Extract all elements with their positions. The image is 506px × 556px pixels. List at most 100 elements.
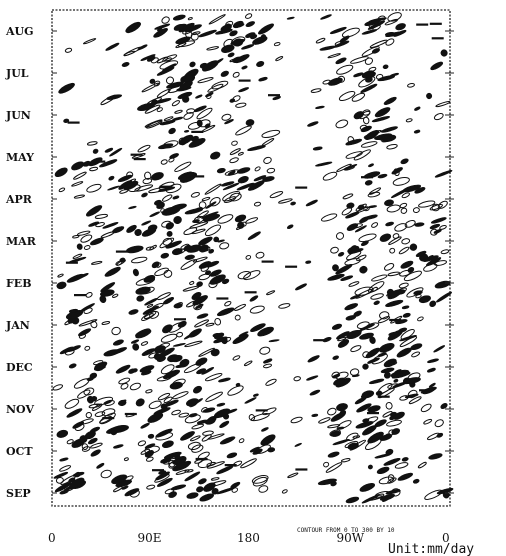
contour-mark	[315, 161, 333, 167]
contour-mark	[219, 242, 230, 250]
contour-mark	[107, 185, 120, 191]
contour-mark	[141, 220, 152, 226]
contour-mark	[128, 309, 139, 315]
contour-mark	[363, 134, 376, 140]
contour-mark	[217, 239, 225, 243]
contour-mark	[162, 458, 177, 465]
contour-mark	[205, 260, 220, 268]
contour-mark	[374, 419, 387, 428]
contour-mark	[234, 214, 247, 223]
contour-mark	[198, 273, 211, 281]
contour-mark	[374, 453, 391, 459]
contour-mark	[293, 376, 301, 382]
contour-mark	[286, 224, 294, 230]
contour-mark	[346, 329, 362, 340]
contour-mark	[218, 377, 231, 383]
contour-mark	[235, 382, 241, 387]
contour-mark	[129, 382, 141, 391]
contour-mark	[388, 236, 402, 245]
contour-mark	[183, 111, 194, 120]
x-axis-tick-labels: 0 90E 180 90W	[48, 531, 365, 545]
contour-mark	[121, 62, 130, 67]
contour-mark	[111, 326, 121, 336]
contour-mark	[245, 32, 256, 38]
contour-mark	[182, 285, 200, 292]
contour-mark	[192, 256, 208, 263]
contour-mark	[100, 469, 112, 479]
contour-mark	[353, 310, 362, 317]
contour-mark	[71, 181, 84, 187]
contour-mark	[174, 109, 183, 114]
contour-mark	[64, 47, 73, 53]
contour-mark	[108, 175, 115, 181]
contour-mark	[244, 397, 257, 404]
contour-mark	[151, 172, 164, 181]
contour-mark	[236, 167, 251, 174]
contour-mark	[359, 332, 374, 340]
contour-mark	[101, 408, 116, 417]
contour-mark	[386, 143, 398, 150]
contour-mark	[386, 419, 402, 427]
contour-mark	[337, 339, 350, 348]
contour-mark	[216, 307, 235, 317]
contour-mark	[149, 211, 161, 218]
contour-mark	[307, 121, 319, 127]
contour-mark	[196, 281, 203, 287]
contour-mark	[360, 141, 378, 148]
y-axis-left-ticks	[52, 30, 57, 494]
contour-level-tag	[65, 261, 78, 264]
contour-mark	[248, 414, 256, 421]
contour-mark	[102, 222, 119, 229]
contour-mark	[384, 199, 394, 207]
contour-mark	[429, 203, 443, 211]
contour-mark	[192, 385, 203, 394]
contour-mark	[146, 484, 156, 490]
contour-mark	[428, 382, 436, 388]
contour-mark	[345, 138, 362, 146]
contour-mark	[172, 248, 183, 256]
contour-mark	[266, 167, 276, 174]
contour-mark	[162, 440, 174, 449]
contour-level-tag	[313, 339, 326, 342]
contour-mark	[359, 265, 368, 274]
contour-mark	[90, 396, 98, 402]
x-tick-label: 90W	[337, 531, 365, 545]
contour-mark	[263, 156, 272, 164]
contour-mark	[156, 107, 163, 112]
contour-mark	[189, 281, 195, 285]
contour-mark	[78, 319, 98, 327]
contour-mark	[433, 113, 444, 121]
contour-mark	[113, 486, 123, 493]
contour-mark	[187, 17, 193, 21]
contour-mark	[345, 151, 363, 159]
contour-mark	[214, 317, 222, 326]
contour-mark	[160, 208, 166, 214]
contour-mark	[335, 57, 347, 65]
contour-mark	[387, 477, 397, 484]
contour-mark	[403, 270, 422, 282]
contour-mark	[401, 238, 411, 245]
contour-mark	[165, 57, 172, 62]
contour-mark	[89, 166, 99, 172]
contour-mark	[348, 281, 360, 287]
contour-mark	[208, 248, 215, 254]
contour-mark	[163, 451, 182, 460]
contour-mark	[429, 300, 437, 307]
contour-mark	[68, 363, 77, 369]
x-tick-label: 90E	[138, 531, 162, 545]
contour-mark	[353, 72, 364, 78]
contour-mark	[409, 243, 418, 251]
contour-mark	[186, 244, 202, 253]
contour-mark	[154, 23, 171, 30]
contour-mark	[241, 221, 247, 227]
contour-mark	[230, 481, 241, 489]
contour-mark	[400, 207, 408, 214]
contour-mark	[90, 449, 101, 457]
contour-level-tag	[244, 291, 257, 294]
contour-mark	[378, 343, 395, 353]
contour-mark	[384, 18, 399, 26]
contour-mark	[201, 406, 208, 413]
contour-mark	[229, 148, 241, 156]
contour-level-tag	[238, 79, 251, 82]
contour-mark	[204, 372, 223, 382]
